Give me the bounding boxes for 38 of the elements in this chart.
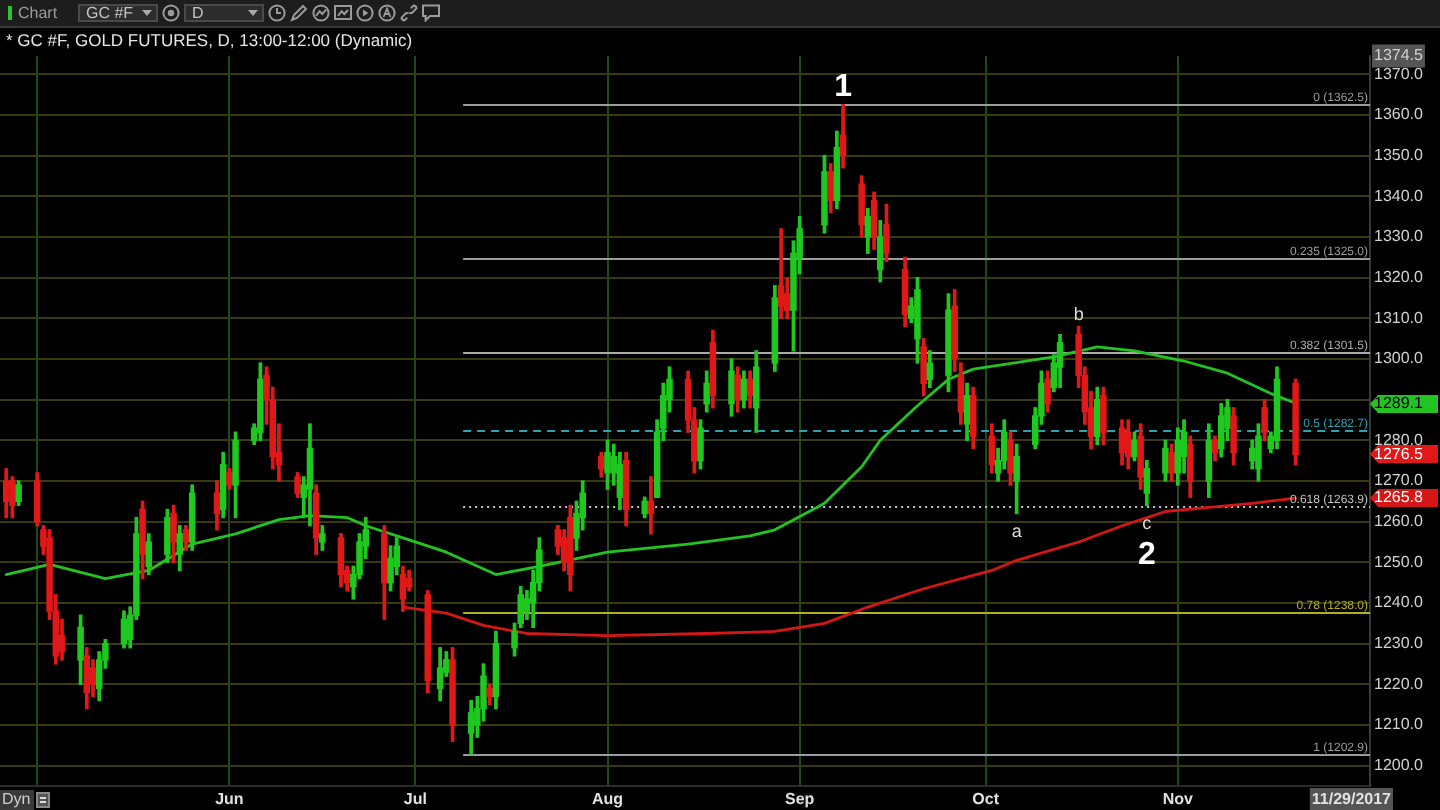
y-tick-label: 1270.0	[1374, 471, 1425, 490]
y-tick-label: 1230.0	[1374, 634, 1425, 653]
y-tick-label: 1220.0	[1374, 674, 1425, 693]
y-tick-label: 1289.1	[1374, 393, 1425, 412]
y-tick-label: 1370.0	[1374, 64, 1425, 83]
y-tick-label: 1265.8	[1374, 488, 1425, 507]
annotation: 2	[1137, 538, 1156, 573]
x-tick-label: Jun	[215, 790, 244, 809]
y-tick-label: 1320.0	[1374, 268, 1425, 287]
y-tick-label: 1240.0	[1374, 593, 1425, 612]
y-tick-label: 1310.0	[1374, 308, 1425, 327]
y-tick-label: 1250.0	[1374, 552, 1425, 571]
chart-label: Chart	[18, 4, 58, 22]
dyn-button: Dyn	[0, 790, 34, 810]
y-tick-label: 1210.0	[1374, 715, 1425, 734]
x-tick-label: Nov	[1162, 790, 1195, 809]
x-tick-label: Aug	[591, 790, 624, 809]
y-tick-label: 1200.0	[1374, 756, 1425, 775]
symbol-dropdown: GC #F	[78, 4, 158, 22]
annotation: a	[1011, 521, 1022, 542]
x-tick-label: Oct	[972, 790, 1000, 809]
x-tick-label: 11/29/2017	[1311, 790, 1393, 809]
y-tick-label: 1260.0	[1374, 512, 1425, 531]
annotation: 1	[834, 69, 853, 104]
y-tick-label: 1276.5	[1374, 444, 1425, 463]
y-tick-label: 1340.0	[1374, 186, 1425, 205]
y-tick-label: 1300.0	[1374, 349, 1425, 368]
y-tick-label: 1360.0	[1374, 105, 1425, 124]
x-tick-label: Jul	[403, 790, 427, 809]
interval-dropdown: D	[184, 4, 264, 22]
annotation: b	[1073, 304, 1084, 325]
y-tick-label: 1280.0	[1374, 430, 1425, 449]
y-tick-label: 1330.0	[1374, 227, 1425, 246]
x-tick-label: Sep	[785, 790, 815, 809]
chart-title: * GC #F, GOLD FUTURES, D, 13:00-12:00 (Dynamic)	[6, 29, 413, 50]
y-tick-label: 1350.0	[1374, 146, 1425, 165]
y-tick-label: 1374.5	[1374, 46, 1425, 65]
annotation: c	[1142, 513, 1153, 534]
